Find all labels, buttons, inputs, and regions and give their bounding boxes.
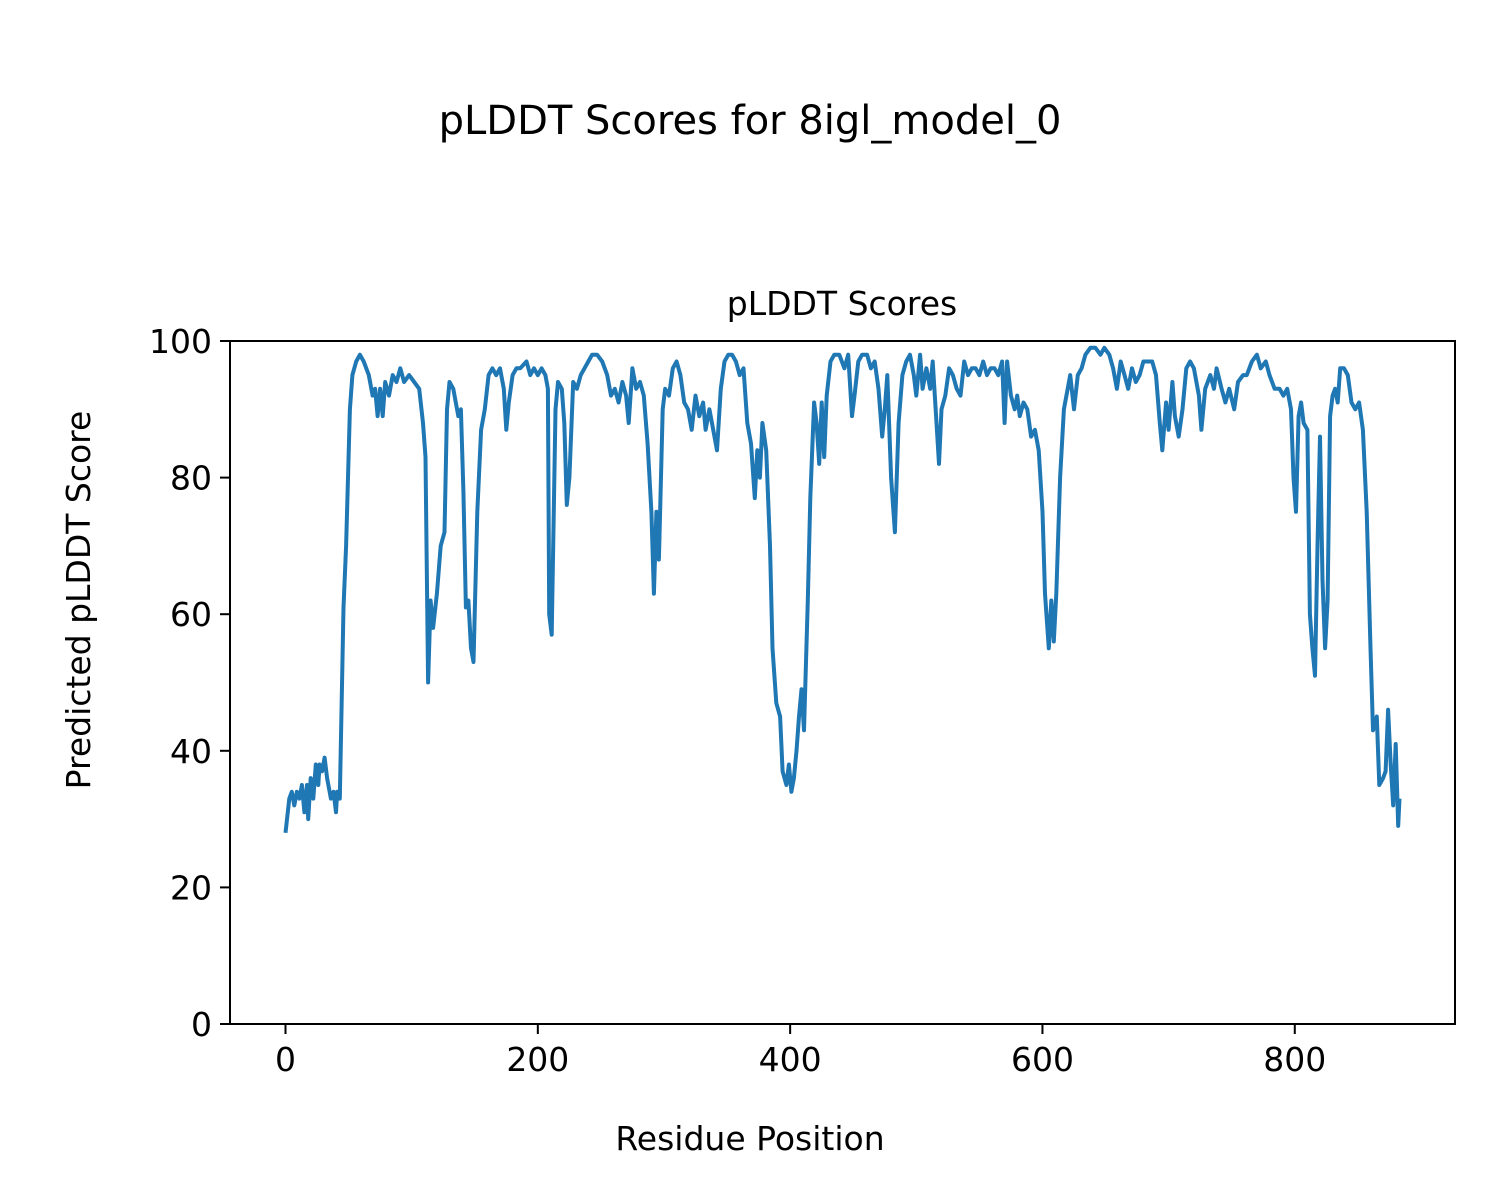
x-axis-label: Residue Position — [615, 1119, 884, 1158]
x-tick-label: 600 — [1011, 1040, 1074, 1079]
plot-frame — [229, 340, 1456, 1025]
y-tick-label: 40 — [170, 732, 212, 771]
x-tick-label: 0 — [275, 1040, 296, 1079]
x-tick-label: 400 — [759, 1040, 822, 1079]
y-tick-label: 100 — [149, 322, 212, 361]
y-tick-label: 0 — [191, 1005, 212, 1044]
figure-suptitle: pLDDT Scores for 8igl_model_0 — [439, 98, 1062, 144]
y-tick-label: 20 — [170, 868, 212, 907]
x-tick-label: 800 — [1263, 1040, 1326, 1079]
y-tick-label: 80 — [170, 459, 212, 498]
axes-title: pLDDT Scores — [727, 284, 957, 323]
y-axis-label: Predicted pLDDT Score — [59, 411, 98, 790]
series-line-plddt — [283, 345, 1402, 834]
x-tick-label: 200 — [506, 1040, 569, 1079]
y-tick-label: 60 — [170, 595, 212, 634]
